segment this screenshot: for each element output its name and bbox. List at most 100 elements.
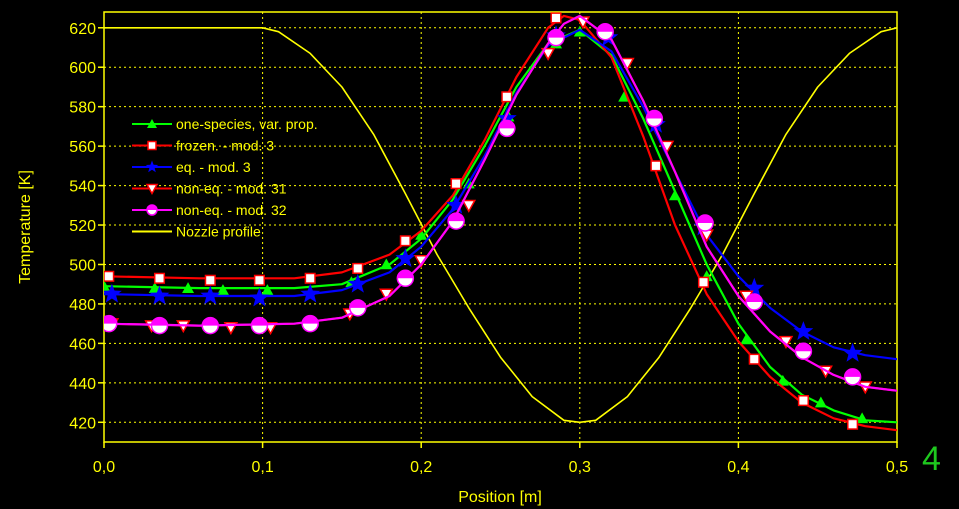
marker-circle-half bbox=[396, 269, 415, 288]
marker-circle-fill bbox=[498, 120, 515, 129]
marker-circle-half bbox=[794, 342, 813, 361]
x-tick-label: 0,4 bbox=[727, 459, 749, 476]
marker-square bbox=[104, 270, 115, 282]
marker-circle-fill bbox=[448, 213, 465, 222]
marker-circle-half bbox=[146, 204, 158, 216]
y-tick-label: 580 bbox=[69, 100, 96, 117]
x-tick-label: 0,3 bbox=[569, 459, 591, 476]
y-tick-label: 560 bbox=[69, 139, 96, 156]
marker-star bbox=[842, 342, 863, 362]
marker-star bbox=[395, 248, 416, 267]
y-tick-label: 440 bbox=[69, 376, 96, 393]
marker-circle-fill bbox=[302, 315, 319, 324]
y-tick-labels: 420 440 460 480 500 520 540 560 580 600 620 bbox=[69, 21, 96, 432]
marker-circle-fill bbox=[251, 317, 268, 326]
marker-circle-fill bbox=[844, 368, 861, 377]
marker-circle-half bbox=[843, 368, 862, 386]
marker-triangle-up bbox=[776, 374, 789, 386]
y-tick-label: 600 bbox=[69, 60, 96, 77]
legend-entry: frozen. - mod. 3 bbox=[132, 138, 274, 154]
marker-circle-fill bbox=[646, 110, 663, 119]
marker-triangle-up bbox=[415, 228, 428, 240]
marker-triangle-down bbox=[145, 183, 159, 196]
marker-star bbox=[744, 277, 765, 297]
marker-circle-fill bbox=[548, 29, 565, 38]
legend-entry: non-eq. - mod. 31 bbox=[132, 181, 287, 197]
marker-circle-half bbox=[447, 212, 465, 230]
marker-circle-fill bbox=[397, 270, 414, 279]
axis-ticks bbox=[98, 27, 898, 448]
marker-circle-half bbox=[498, 119, 516, 138]
legend-entry: Nozzle profile bbox=[132, 224, 261, 240]
marker-triangle-up bbox=[668, 189, 681, 201]
marker-circle-fill bbox=[104, 315, 117, 324]
marker-circle-half bbox=[645, 109, 664, 128]
marker-star bbox=[497, 108, 517, 127]
marker-triangle-up bbox=[182, 282, 195, 293]
x-tick-labels: 0,0 0,1 0,2 0,3 0,4 0,5 bbox=[93, 459, 908, 476]
marker-square bbox=[204, 274, 216, 286]
x-tick-label: 0,1 bbox=[251, 459, 273, 476]
marker-square bbox=[304, 272, 316, 284]
marker-triangle-up bbox=[216, 284, 229, 295]
marker-square bbox=[399, 235, 411, 247]
y-tick-label: 460 bbox=[69, 336, 96, 353]
marker-triangle-up bbox=[380, 258, 393, 270]
marker-circle-half bbox=[696, 214, 714, 232]
legend-label: frozen. - mod. 3 bbox=[176, 138, 274, 154]
legend: one-species, var. prop. frozen. - mod. 3 e… bbox=[132, 116, 318, 240]
legend-label: non-eq. - mod. 31 bbox=[176, 181, 287, 197]
marker-triangle-up bbox=[147, 119, 157, 128]
marker-circle-half bbox=[745, 293, 764, 311]
marker-square bbox=[450, 178, 462, 190]
legend-label: non-eq. - mod. 32 bbox=[176, 202, 287, 218]
marker-square bbox=[352, 262, 364, 274]
legend-label: Nozzle profile bbox=[176, 224, 261, 240]
marker-star bbox=[249, 287, 270, 307]
series-line bbox=[104, 27, 897, 424]
marker-circle-half bbox=[104, 314, 118, 333]
marker-circle-fill bbox=[597, 23, 614, 32]
x-tick-label: 0,5 bbox=[886, 459, 908, 476]
series-1 bbox=[104, 12, 897, 432]
data-series bbox=[104, 12, 897, 432]
series-4 bbox=[104, 14, 897, 392]
marker-circle-fill bbox=[147, 205, 157, 210]
y-tick-label: 520 bbox=[69, 218, 96, 235]
marker-circle-half bbox=[596, 22, 614, 41]
y-tick-label: 420 bbox=[69, 415, 96, 432]
y-tick-label: 480 bbox=[69, 297, 96, 314]
y-tick-label: 620 bbox=[69, 21, 96, 38]
marker-square bbox=[153, 272, 166, 284]
marker-triangle-up bbox=[104, 280, 110, 291]
marker-star bbox=[145, 160, 159, 173]
marker-star bbox=[104, 283, 122, 303]
marker-circle-half bbox=[201, 316, 220, 335]
legend-label: one-species, var. prop. bbox=[176, 116, 318, 132]
marker-circle-fill bbox=[349, 299, 366, 308]
x-tick-label: 0,0 bbox=[93, 459, 115, 476]
y-tick-label: 500 bbox=[69, 257, 96, 274]
x-tick-label: 0,2 bbox=[410, 459, 432, 476]
legend-entry: one-species, var. prop. bbox=[132, 116, 318, 132]
marker-circle-fill bbox=[697, 215, 714, 224]
series-5 bbox=[104, 27, 897, 424]
marker-circle-fill bbox=[151, 317, 168, 326]
marker-circle-fill bbox=[795, 343, 812, 352]
marker-circle-half bbox=[301, 314, 319, 333]
y-tick-label: 540 bbox=[69, 179, 96, 196]
marker-triangle-up bbox=[261, 284, 274, 295]
legend-entry: non-eq. - mod. 32 bbox=[132, 202, 287, 218]
marker-circle-half bbox=[150, 316, 169, 335]
marker-star bbox=[793, 321, 814, 340]
marker-triangle-up bbox=[856, 412, 869, 424]
marker-triangle-up bbox=[814, 396, 827, 408]
marker-square bbox=[253, 274, 265, 286]
marker-star bbox=[149, 285, 170, 305]
y-axis-label: Temperature [K] bbox=[17, 170, 34, 284]
marker-triangle-down bbox=[540, 47, 556, 61]
marker-square bbox=[501, 91, 513, 103]
marker-triangle-down bbox=[461, 199, 477, 213]
marker-star bbox=[200, 285, 221, 305]
